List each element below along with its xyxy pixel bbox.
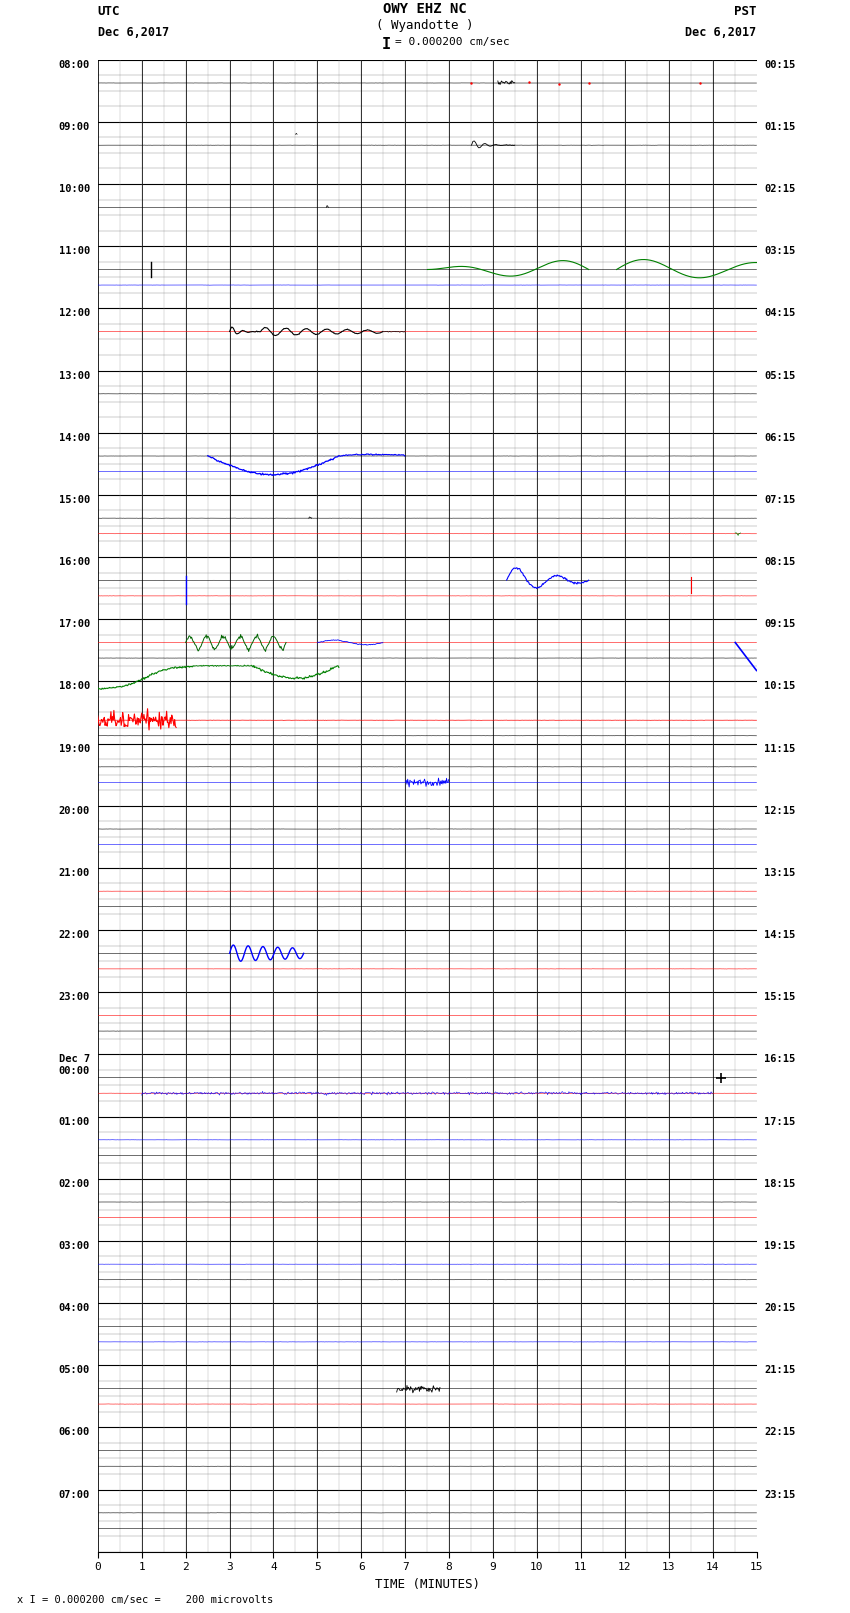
Text: 15:00: 15:00 [59, 495, 90, 505]
Text: Dec 6,2017: Dec 6,2017 [685, 26, 756, 39]
Text: 07:00: 07:00 [59, 1489, 90, 1500]
X-axis label: TIME (MINUTES): TIME (MINUTES) [375, 1578, 479, 1590]
Text: 21:00: 21:00 [59, 868, 90, 877]
Text: 05:00: 05:00 [59, 1365, 90, 1376]
Text: OWY EHZ NC: OWY EHZ NC [383, 2, 467, 16]
Text: x I = 0.000200 cm/sec =    200 microvolts: x I = 0.000200 cm/sec = 200 microvolts [17, 1595, 273, 1605]
Text: 18:15: 18:15 [764, 1179, 796, 1189]
Text: 14:15: 14:15 [764, 931, 796, 940]
Text: 10:15: 10:15 [764, 681, 796, 692]
Text: 10:00: 10:00 [59, 184, 90, 194]
Text: 04:15: 04:15 [764, 308, 796, 318]
Text: I: I [382, 37, 391, 52]
Text: 17:00: 17:00 [59, 619, 90, 629]
Text: 07:15: 07:15 [764, 495, 796, 505]
Text: 13:00: 13:00 [59, 371, 90, 381]
Text: 20:00: 20:00 [59, 806, 90, 816]
Text: 11:00: 11:00 [59, 247, 90, 256]
Text: PST: PST [734, 5, 756, 18]
Text: 12:15: 12:15 [764, 806, 796, 816]
Text: 00:15: 00:15 [764, 60, 796, 69]
Text: 13:15: 13:15 [764, 868, 796, 877]
Text: 03:00: 03:00 [59, 1240, 90, 1250]
Text: 19:00: 19:00 [59, 744, 90, 753]
Text: 15:15: 15:15 [764, 992, 796, 1002]
Text: = 0.000200 cm/sec: = 0.000200 cm/sec [395, 37, 510, 47]
Text: 09:00: 09:00 [59, 123, 90, 132]
Text: ( Wyandotte ): ( Wyandotte ) [377, 19, 473, 32]
Text: 20:15: 20:15 [764, 1303, 796, 1313]
Text: 02:00: 02:00 [59, 1179, 90, 1189]
Text: 21:15: 21:15 [764, 1365, 796, 1376]
Text: 08:00: 08:00 [59, 60, 90, 69]
Text: 19:15: 19:15 [764, 1240, 796, 1250]
Text: 05:15: 05:15 [764, 371, 796, 381]
Text: 16:15: 16:15 [764, 1055, 796, 1065]
Text: 11:15: 11:15 [764, 744, 796, 753]
Text: 06:00: 06:00 [59, 1428, 90, 1437]
Text: Dec 7
00:00: Dec 7 00:00 [59, 1055, 90, 1076]
Text: 06:15: 06:15 [764, 432, 796, 442]
Text: 02:15: 02:15 [764, 184, 796, 194]
Text: 14:00: 14:00 [59, 432, 90, 442]
Text: UTC: UTC [98, 5, 120, 18]
Text: 23:15: 23:15 [764, 1489, 796, 1500]
Text: 04:00: 04:00 [59, 1303, 90, 1313]
Text: 01:00: 01:00 [59, 1116, 90, 1126]
Text: 12:00: 12:00 [59, 308, 90, 318]
Text: 18:00: 18:00 [59, 681, 90, 692]
Text: 01:15: 01:15 [764, 123, 796, 132]
Text: 03:15: 03:15 [764, 247, 796, 256]
Text: 22:00: 22:00 [59, 931, 90, 940]
Text: 17:15: 17:15 [764, 1116, 796, 1126]
Text: 09:15: 09:15 [764, 619, 796, 629]
Text: 08:15: 08:15 [764, 556, 796, 568]
Text: Dec 6,2017: Dec 6,2017 [98, 26, 169, 39]
Text: 23:00: 23:00 [59, 992, 90, 1002]
Text: 22:15: 22:15 [764, 1428, 796, 1437]
Text: 16:00: 16:00 [59, 556, 90, 568]
